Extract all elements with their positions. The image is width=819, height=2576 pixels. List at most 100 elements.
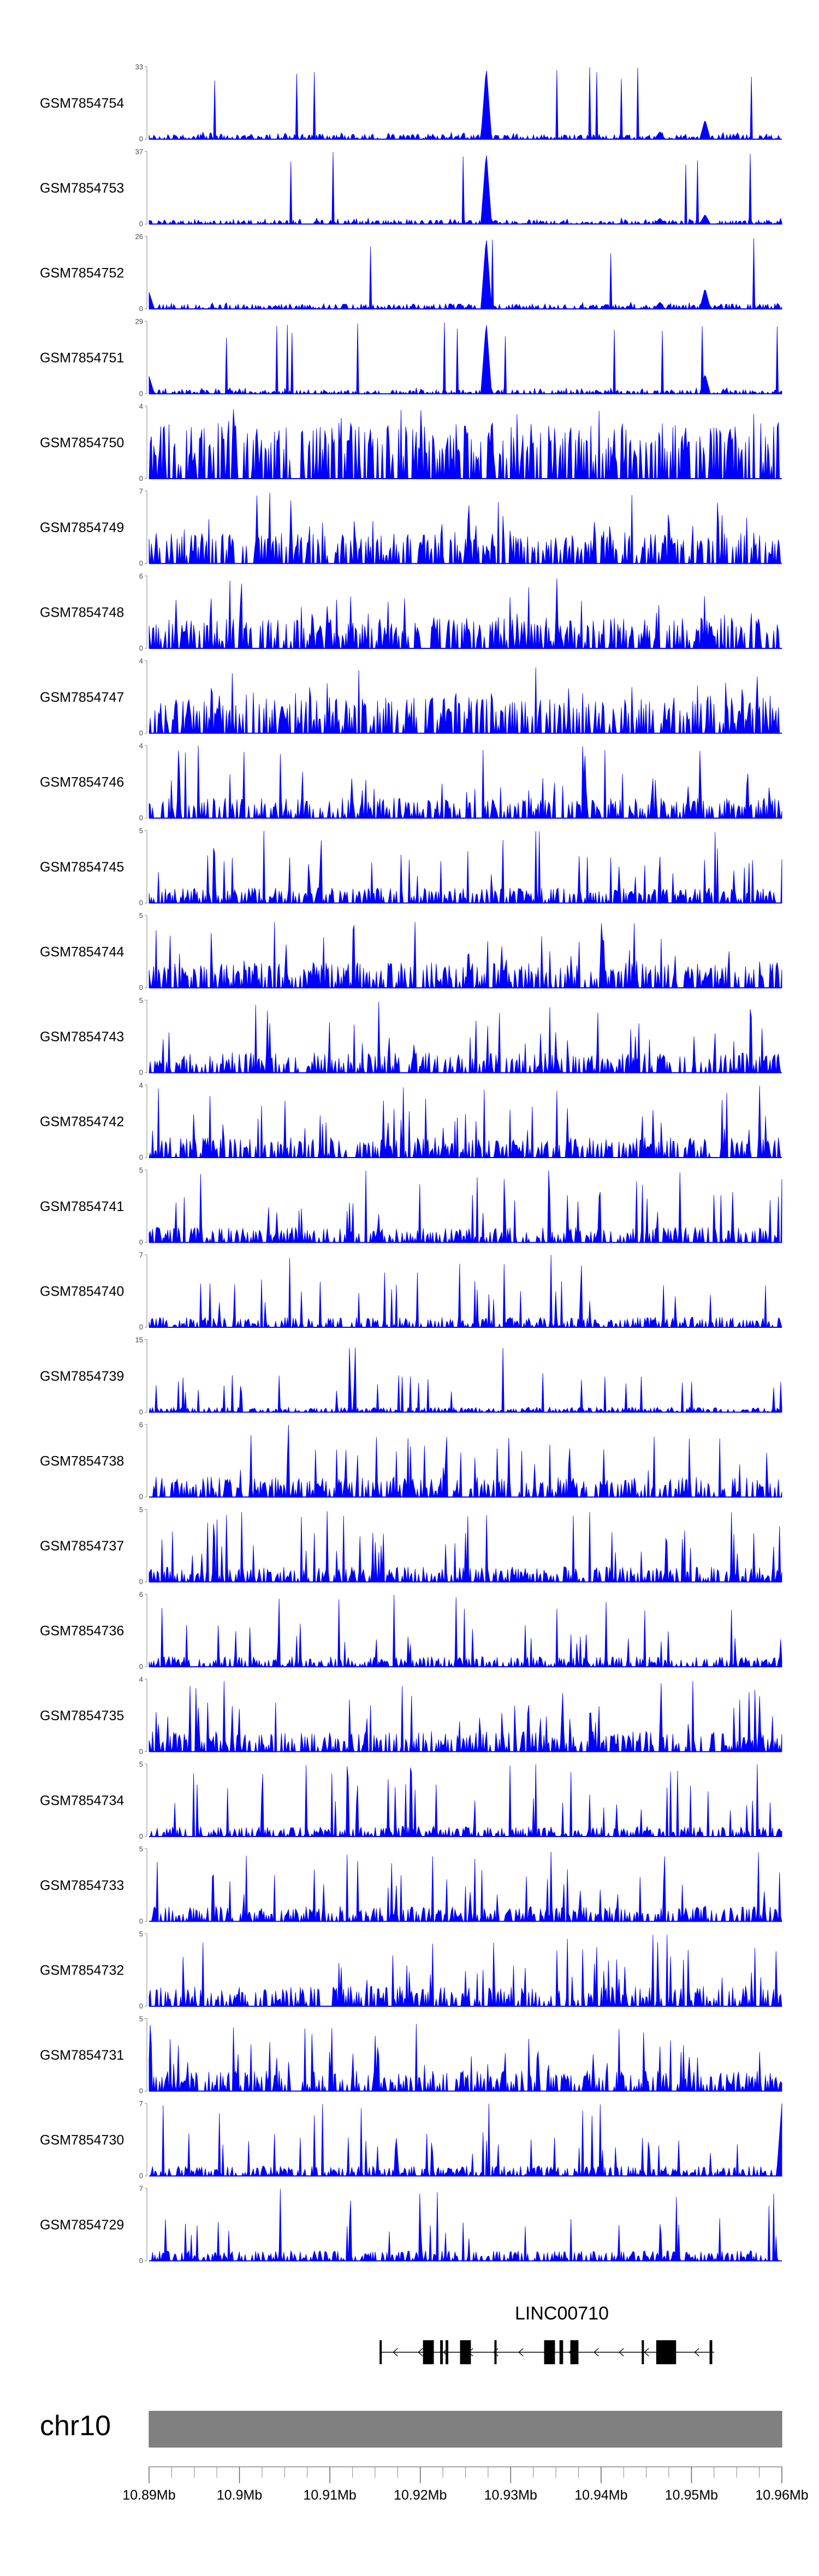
y-tick-label-min: 0 [139, 1069, 143, 1077]
y-tick-label-min: 0 [139, 220, 143, 228]
y-tick-label-min: 0 [139, 1662, 143, 1671]
y-tick-label-max: 5 [139, 1506, 143, 1514]
y-tick-label-max: 15 [135, 1336, 143, 1344]
gene-annotation-track: LINC00710 [379, 2303, 714, 2364]
track-GSM7854738: GSM7854738 6 0 [40, 1421, 782, 1501]
y-tick-label-max: 4 [139, 742, 143, 750]
exon-block [656, 2340, 676, 2364]
exon-block [423, 2340, 434, 2364]
coverage-area [149, 238, 782, 310]
coverage-area [149, 830, 782, 904]
chromosome-ideogram: chr10 [40, 2410, 782, 2448]
track-GSM7854740: GSM7854740 7 0 [40, 1251, 782, 1331]
y-tick-label-min: 0 [139, 1238, 143, 1247]
coverage-area [149, 667, 782, 734]
track-GSM7854741: GSM7854741 5 0 [40, 1166, 782, 1247]
track-GSM7854748: GSM7854748 6 0 [40, 572, 782, 652]
y-tick-label-min: 0 [139, 2172, 143, 2180]
y-tick-label-max: 4 [139, 1081, 143, 1089]
x-tick-label: 10.9Mb [217, 2488, 262, 2503]
y-tick-label-max: 5 [139, 1166, 143, 1174]
coverage-area [149, 1086, 782, 1158]
y-tick-label-min: 0 [139, 1323, 143, 1331]
strand-arrow [594, 2348, 599, 2357]
coverage-area [149, 409, 782, 479]
y-tick-label-min: 0 [139, 1832, 143, 1840]
y-tick-label-max: 6 [139, 1590, 143, 1599]
track-label: GSM7854750 [40, 436, 124, 451]
y-tick-label-min: 0 [139, 305, 143, 313]
y-tick-label-min: 0 [139, 729, 143, 737]
strand-arrow [644, 2348, 649, 2357]
coverage-area [149, 2103, 782, 2177]
chromosome-region-bar [149, 2411, 782, 2448]
y-tick-label-max: 29 [135, 318, 143, 326]
coverage-area [149, 1424, 782, 1498]
y-tick-label-max: 33 [135, 63, 143, 71]
track-GSM7854745: GSM7854745 5 0 [40, 827, 782, 907]
y-tick-label-max: 7 [139, 2100, 143, 2108]
track-label: GSM7854737 [40, 1539, 124, 1554]
track-GSM7854751: GSM7854751 29 0 [40, 318, 782, 398]
strand-arrow [393, 2348, 398, 2357]
coverage-area [149, 1255, 782, 1328]
track-GSM7854729: GSM7854729 7 0 [40, 2185, 782, 2265]
track-GSM7854734: GSM7854734 5 0 [40, 1760, 782, 1840]
y-tick-label-min: 0 [139, 814, 143, 822]
y-tick-label-min: 0 [139, 1917, 143, 1925]
coverage-area [149, 1764, 782, 1838]
exon-block [570, 2340, 579, 2364]
y-tick-label-max: 4 [139, 402, 143, 410]
coverage-area [149, 1851, 782, 1922]
coverage-area [149, 152, 782, 225]
coverage-area [149, 2024, 782, 2091]
coverage-area [149, 1170, 782, 1244]
track-GSM7854743: GSM7854743 5 0 [40, 997, 782, 1077]
y-tick-label-max: 5 [139, 2015, 143, 2023]
x-tick-label: 10.94Mb [574, 2488, 627, 2503]
track-label: GSM7854739 [40, 1369, 124, 1384]
y-tick-label-min: 0 [139, 390, 143, 398]
track-label: GSM7854735 [40, 1708, 124, 1724]
exon-block [544, 2340, 555, 2364]
strand-arrow [619, 2348, 624, 2357]
coverage-area [149, 492, 782, 564]
y-tick-label-max: 7 [139, 2185, 143, 2193]
strand-arrow [694, 2348, 699, 2357]
exon-block [379, 2340, 382, 2364]
track-GSM7854747: GSM7854747 4 0 [40, 657, 782, 737]
coverage-area [149, 322, 782, 395]
track-label: GSM7854734 [40, 1793, 124, 1809]
track-label: GSM7854751 [40, 350, 124, 366]
exon-block [559, 2340, 563, 2364]
track-label: GSM7854747 [40, 690, 124, 705]
gene-name-label: LINC00710 [515, 2303, 609, 2324]
exon-block [440, 2340, 443, 2364]
track-GSM7854742: GSM7854742 4 0 [40, 1081, 782, 1161]
coverage-area [149, 67, 782, 140]
track-label: GSM7854754 [40, 96, 124, 111]
x-tick-label: 10.91Mb [303, 2488, 356, 2503]
y-tick-label-min: 0 [139, 2257, 143, 2265]
track-GSM7854733: GSM7854733 5 0 [40, 1845, 782, 1925]
y-tick-label-min: 0 [139, 474, 143, 482]
track-label: GSM7854732 [40, 1963, 124, 1978]
track-label: GSM7854752 [40, 266, 124, 281]
y-tick-label-max: 5 [139, 911, 143, 920]
y-tick-label-max: 7 [139, 1251, 143, 1259]
y-tick-label-max: 7 [139, 487, 143, 496]
coverage-area [149, 2189, 782, 2262]
track-GSM7854744: GSM7854744 5 0 [40, 911, 782, 992]
y-tick-label-min: 0 [139, 2002, 143, 2010]
exon-block [446, 2340, 449, 2364]
track-label: GSM7854745 [40, 860, 124, 875]
x-tick-label: 10.96Mb [755, 2488, 808, 2503]
x-tick-label: 10.95Mb [665, 2488, 718, 2503]
strand-arrow [518, 2348, 524, 2357]
track-GSM7854754: GSM7854754 33 0 [40, 63, 782, 143]
y-tick-label-max: 6 [139, 572, 143, 580]
track-GSM7854749: GSM7854749 7 0 [40, 487, 782, 568]
y-tick-label-max: 4 [139, 657, 143, 665]
strand-arrow [493, 2348, 498, 2357]
